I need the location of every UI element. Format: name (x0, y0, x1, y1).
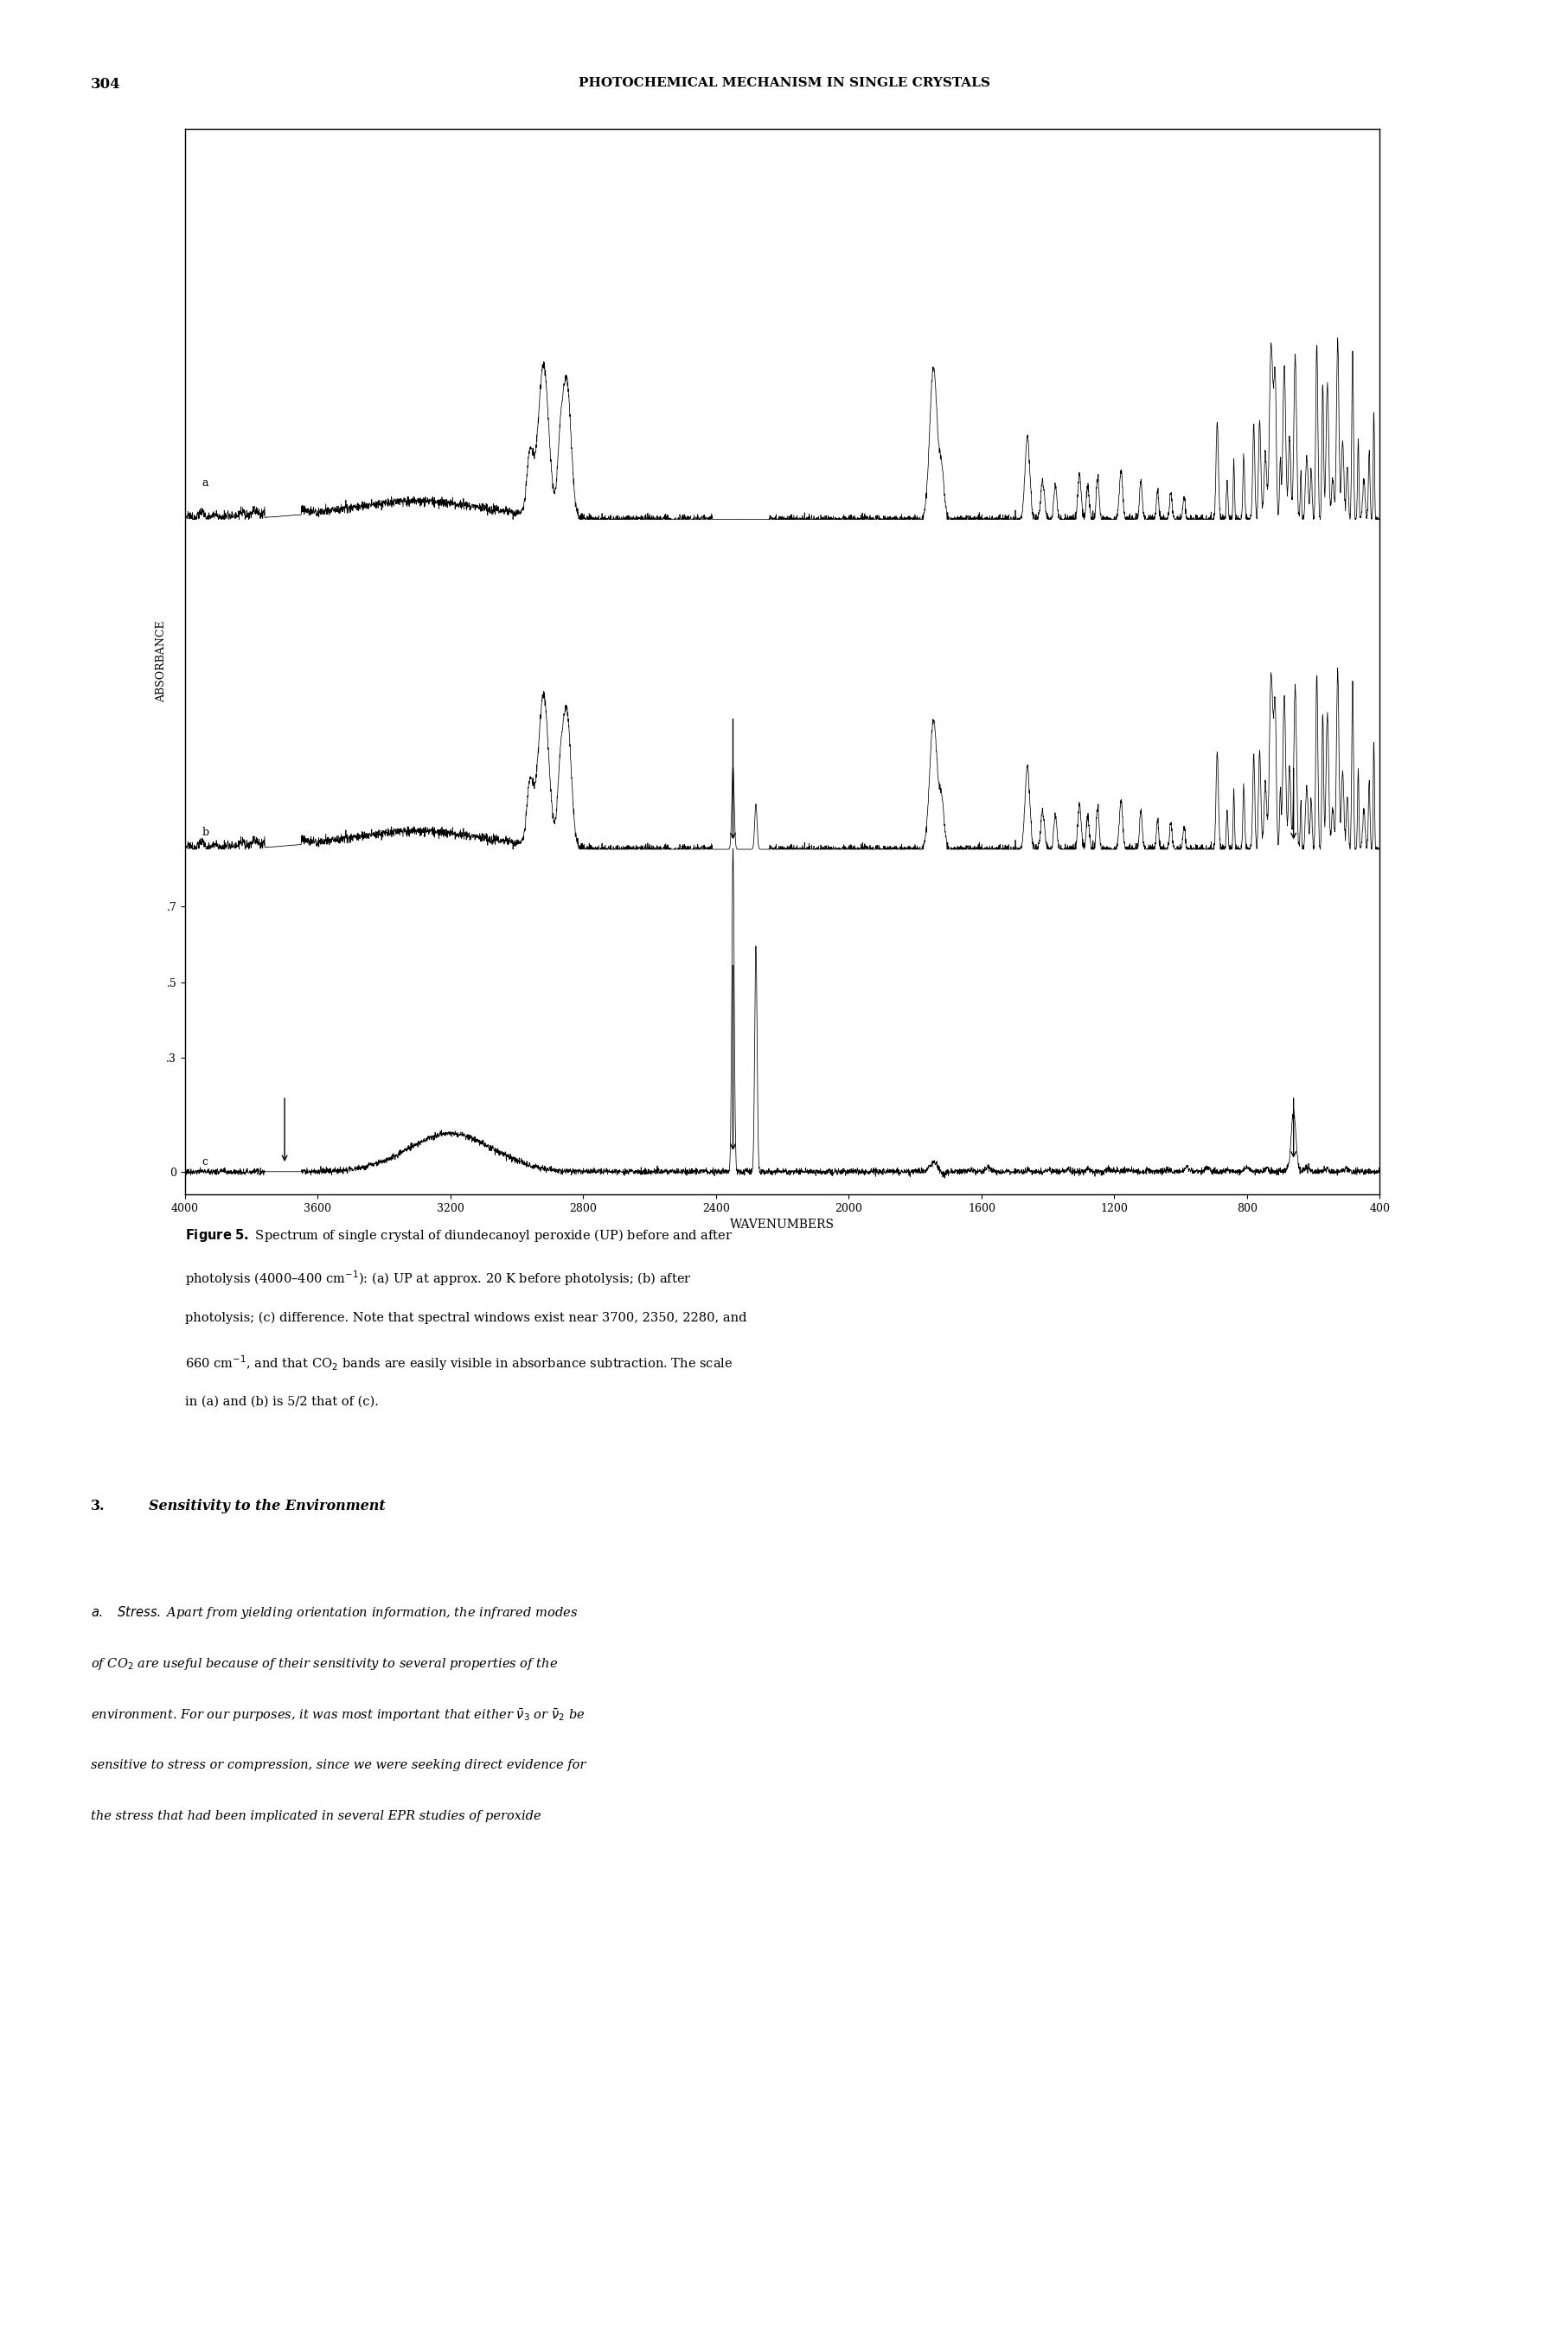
Text: 304: 304 (91, 77, 121, 91)
Text: in (a) and (b) is 5/2 that of (c).: in (a) and (b) is 5/2 that of (c). (185, 1396, 378, 1408)
Text: $\mathbf{Figure\ 5.}$ Spectrum of single crystal of diundecanoyl peroxide (UP) b: $\mathbf{Figure\ 5.}$ Spectrum of single… (185, 1227, 732, 1244)
Text: b: b (202, 827, 209, 838)
Text: 3.: 3. (91, 1499, 105, 1513)
Text: c: c (202, 1157, 207, 1169)
Y-axis label: ABSORBANCE: ABSORBANCE (155, 621, 168, 703)
Text: photolysis (4000–400 cm$^{-1}$): (a) UP at approx. 20 K before photolysis; (b) a: photolysis (4000–400 cm$^{-1}$): (a) UP … (185, 1269, 691, 1288)
X-axis label: WAVENUMBERS: WAVENUMBERS (731, 1218, 834, 1232)
Text: $a.$   $Stress.$ Apart from yielding orientation information, the infrared modes: $a.$ $Stress.$ Apart from yielding orien… (91, 1604, 579, 1621)
Text: the stress that had been implicated in several EPR studies of peroxide: the stress that had been implicated in s… (91, 1810, 541, 1822)
Text: a: a (202, 478, 209, 489)
Text: PHOTOCHEMICAL MECHANISM IN SINGLE CRYSTALS: PHOTOCHEMICAL MECHANISM IN SINGLE CRYSTA… (579, 77, 989, 89)
Text: 660 cm$^{-1}$, and that CO$_2$ bands are easily visible in absorbance subtractio: 660 cm$^{-1}$, and that CO$_2$ bands are… (185, 1354, 732, 1372)
Text: environment. For our purposes, it was most important that either $\bar{\nu}_3$ o: environment. For our purposes, it was mo… (91, 1707, 585, 1724)
Text: of CO$_2$ are useful because of their sensitivity to several properties of the: of CO$_2$ are useful because of their se… (91, 1656, 558, 1672)
Text: sensitive to stress or compression, since we were seeking direct evidence for: sensitive to stress or compression, sinc… (91, 1759, 586, 1771)
Text: photolysis; (c) difference. Note that spectral windows exist near 3700, 2350, 22: photolysis; (c) difference. Note that sp… (185, 1312, 746, 1323)
Text: Sensitivity to the Environment: Sensitivity to the Environment (149, 1499, 386, 1513)
